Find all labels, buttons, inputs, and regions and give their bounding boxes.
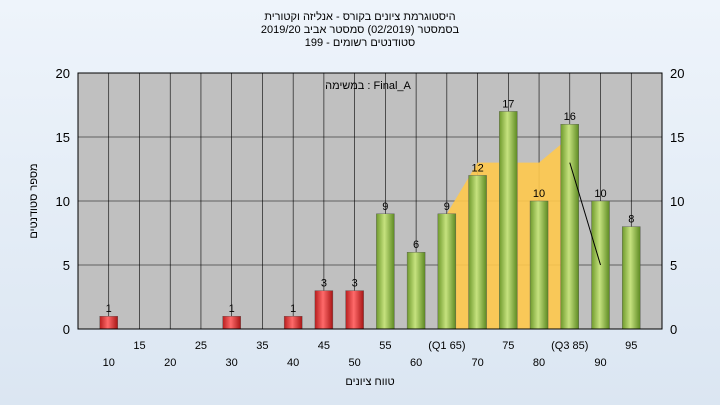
bar-value-label: 1	[290, 303, 296, 315]
x-tick-label: 20	[164, 357, 176, 369]
x-tick-label: 30	[226, 357, 238, 369]
chart-title-line-1: היסטוגרמת ציונים בקורס - אנליזה וקטורית	[264, 11, 456, 23]
bar-value-label: 6	[413, 239, 419, 251]
histogram-bar	[345, 290, 364, 330]
histogram-bar	[560, 123, 579, 330]
histogram-bar	[99, 316, 118, 330]
histogram-bar	[283, 316, 303, 330]
x-tick-label: 10	[103, 357, 115, 369]
x-tick-label: 55	[379, 340, 391, 352]
histogram-bar	[622, 226, 641, 330]
x-tick-label: 60	[410, 357, 422, 369]
histogram-bar	[406, 251, 426, 330]
y-tick-label-left: 10	[56, 194, 70, 209]
bar-value-label: 10	[533, 188, 545, 200]
bar-value-label: 3	[321, 278, 327, 290]
x-tick-label: 35	[256, 340, 268, 352]
chart-title-line-3: 199 - סטודנטים רשומים	[304, 37, 416, 49]
plot-frame	[77, 72, 663, 330]
y-tick-label-right: 0	[670, 322, 677, 337]
y-tick-label-left: 5	[63, 258, 70, 273]
x-axis-label: טווח ציונים	[345, 376, 394, 388]
bar-value-label: 1	[229, 303, 235, 315]
bar-value-label: 10	[594, 188, 606, 200]
histogram-bar	[314, 290, 334, 330]
x-tick-label: 70	[471, 357, 483, 369]
x-tick-label: 80	[533, 357, 545, 369]
x-tick-label: (Q3 85)	[551, 340, 588, 352]
histogram-bar	[468, 175, 487, 330]
y-tick-label-right: 20	[670, 66, 684, 81]
bar-value-label: 12	[471, 162, 483, 174]
y-axis-label: מספר סטודנטים	[28, 163, 40, 238]
x-tick-label: 95	[625, 340, 637, 352]
y-tick-label-right: 10	[670, 194, 684, 209]
bar-value-label: 8	[628, 214, 634, 226]
x-tick-label: 45	[318, 340, 330, 352]
bar-value-label: 9	[444, 201, 450, 213]
chart-title-line-2: בסמסטר (02/2019) סמסטר אביב 2019/20	[260, 24, 460, 36]
x-tick-label: 15	[133, 340, 145, 352]
y-tick-label-left: 20	[56, 66, 70, 81]
x-tick-label: 75	[502, 340, 514, 352]
y-tick-label-left: 0	[63, 322, 70, 337]
x-tick-label: 25	[195, 340, 207, 352]
bar-value-label: 1	[106, 303, 112, 315]
bar-value-label: 16	[564, 111, 576, 123]
x-tick-label: 90	[594, 357, 606, 369]
histogram-bar	[499, 111, 518, 330]
x-tick-label: 40	[287, 357, 299, 369]
histogram-bar	[376, 213, 395, 330]
trend-line	[569, 162, 602, 266]
x-tick-label: 50	[349, 357, 361, 369]
bar-value-label: 9	[382, 201, 388, 213]
x-tick-label: (Q1 65)	[428, 340, 465, 352]
bar-value-label: 17	[502, 98, 514, 110]
histogram-bar	[529, 200, 549, 330]
y-tick-label-right: 15	[670, 130, 684, 145]
histogram-bar	[222, 316, 241, 330]
chart-annotation: במשימה : Final_A	[325, 80, 411, 92]
bar-value-label: 3	[352, 278, 358, 290]
y-tick-label-left: 15	[56, 130, 70, 145]
y-tick-label-right: 5	[670, 258, 677, 273]
histogram-bar	[437, 213, 457, 330]
